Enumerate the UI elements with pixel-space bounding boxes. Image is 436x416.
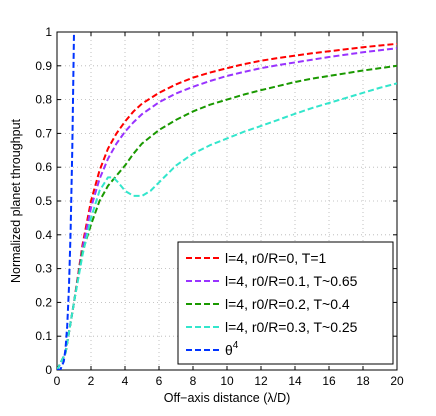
y-tick-label: 0.4	[35, 228, 52, 242]
y-tick-label: 0.9	[35, 59, 52, 73]
y-tick-label: 0	[45, 363, 52, 377]
y-tick-label: 0.2	[35, 295, 52, 309]
y-tick-label: 0.6	[35, 160, 52, 174]
legend-label-text: θ	[225, 342, 233, 358]
x-tick-label: 2	[88, 374, 95, 388]
x-tick-label: 16	[322, 374, 336, 388]
legend-label-text: l=4, r0/R=0.1, T~0.65	[225, 273, 358, 289]
legend-label-superscript: 4	[233, 340, 239, 351]
series-line-0	[57, 42, 397, 370]
legend-label-text: l=4, r0/R=0.3, T~0.25	[225, 319, 358, 335]
legend-entries: l=4, r0/R=0, T=1 l=4, r0/R=0.1, T~0.65 l=4…	[186, 250, 358, 358]
x-tick-labels: 0 2 4 6 8 10 12 14 16 18 20	[54, 374, 404, 388]
legend-label: l=4, r0/R=0.1, T~0.65	[225, 273, 358, 289]
x-tick-label: 18	[356, 374, 370, 388]
y-tick-label: 0.7	[35, 126, 52, 140]
series-lines	[57, 32, 397, 370]
y-tick-label: 0.8	[35, 93, 52, 107]
x-tick-label: 6	[156, 374, 163, 388]
y-axis-label: Normalized planet throughput	[9, 118, 23, 283]
y-tick-label: 1	[45, 25, 52, 39]
x-tick-label: 4	[122, 374, 129, 388]
y-tick-labels: 0 0.1 0.2 0.3 0.4 0.5 0.6 0.7 0.8 0.9 1	[35, 25, 52, 377]
legend-label-text: l=4, r0/R=0, T=1	[225, 250, 327, 266]
legend: l=4, r0/R=0, T=1 l=4, r0/R=0.1, T~0.65 l=4…	[177, 241, 394, 365]
y-tick-label: 0.3	[35, 262, 52, 276]
x-tick-label: 20	[390, 374, 404, 388]
y-tick-label: 0.5	[35, 194, 52, 208]
legend-label: θ4	[225, 340, 239, 358]
series-line-3	[57, 82, 397, 370]
legend-label: l=4, r0/R=0.3, T~0.25	[225, 319, 358, 335]
x-tick-label: 0	[54, 374, 61, 388]
series-line-2	[57, 64, 397, 370]
x-axis-label: Off−axis distance (λ/D)	[164, 391, 291, 405]
y-tick-label: 0.1	[35, 329, 52, 343]
x-tick-label: 8	[190, 374, 197, 388]
legend-label: l=4, r0/R=0, T=1	[225, 250, 327, 266]
legend-label-text: l=4, r0/R=0.2, T~0.4	[225, 296, 350, 312]
x-tick-label: 10	[220, 374, 234, 388]
legend-label: l=4, r0/R=0.2, T~0.4	[225, 296, 350, 312]
series-line-4	[57, 32, 75, 370]
x-tick-label: 12	[254, 374, 268, 388]
grid	[57, 32, 397, 370]
series-line-1	[57, 47, 397, 370]
x-tick-label: 14	[288, 374, 302, 388]
